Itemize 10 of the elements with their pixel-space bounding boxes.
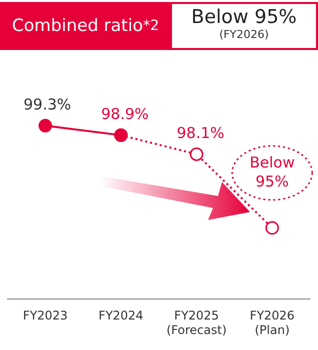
data-label: 98.1% bbox=[176, 124, 224, 142]
chart-subtitle: Below 95% bbox=[190, 6, 298, 28]
data-label: 99.3% bbox=[23, 96, 72, 114]
x-tick-label: FY2023 bbox=[22, 308, 68, 323]
x-tick-label: FY2025 (Forecast) bbox=[166, 308, 227, 337]
text: (FY2026) bbox=[218, 28, 270, 41]
data-label: 98.9% bbox=[101, 105, 149, 124]
x-tick-label: FY2024 bbox=[98, 308, 144, 323]
data-label: Below 95% bbox=[250, 153, 295, 190]
x-tick-label: FY2026 (Plan) bbox=[250, 308, 295, 337]
